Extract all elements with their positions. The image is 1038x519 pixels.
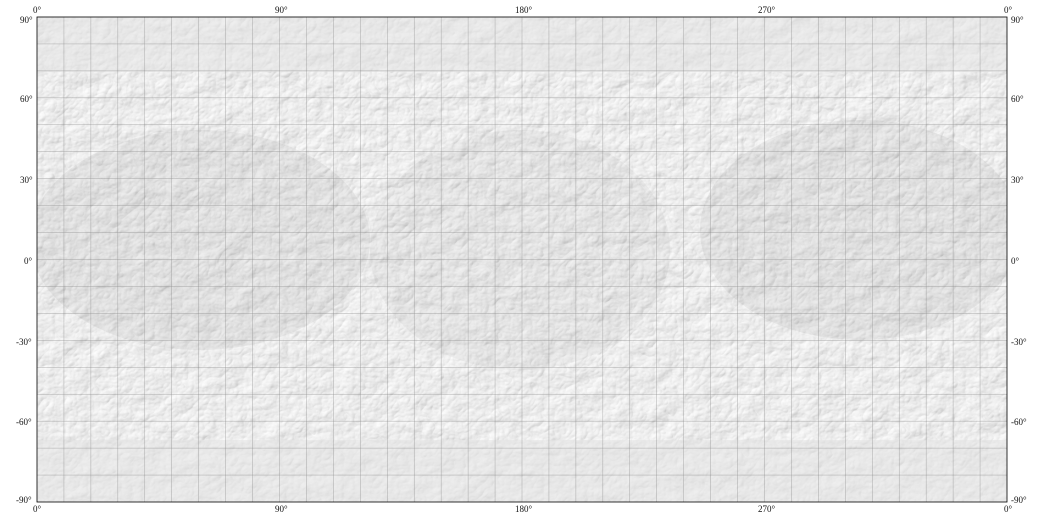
lon-label-top-270: 270°: [758, 5, 776, 15]
lat-label-right-neg90: -90°: [1011, 495, 1027, 505]
lon-label-bottom-360: 0°: [1004, 504, 1013, 514]
lon-label-bottom-0: 0°: [33, 504, 42, 514]
latitude-labels-right: 90° 60° 30° 0° -30° -60° -90°: [1011, 15, 1027, 505]
lat-label-right-0: 0°: [1011, 256, 1020, 266]
graticule: [37, 17, 1007, 502]
longitude-labels-bottom: 0° 90° 180° 270° 0°: [33, 504, 1013, 514]
lat-label-right-neg30: -30°: [1011, 337, 1027, 347]
longitude-labels-top: 0° 90° 180° 270° 0°: [33, 5, 1013, 15]
lon-label-top-0: 0°: [33, 5, 42, 15]
lat-label-right-neg60: -60°: [1011, 417, 1027, 427]
terrain-layer: [37, 17, 1007, 502]
lat-label-left-neg30: -30°: [16, 337, 32, 347]
rough-region-west: [37, 130, 370, 350]
lat-label-right-30: 30°: [1011, 175, 1024, 185]
lat-label-left-neg60: -60°: [16, 417, 32, 427]
lon-label-bottom-180: 180°: [515, 504, 533, 514]
rough-region-center: [370, 130, 670, 370]
lat-label-left-neg90: -90°: [16, 495, 32, 505]
lon-label-bottom-270: 270°: [758, 504, 776, 514]
lon-label-top-180: 180°: [515, 5, 533, 15]
lat-label-left-0: 0°: [24, 256, 33, 266]
map-frame: [36, 16, 1008, 503]
lat-label-left-90: 90°: [20, 15, 33, 25]
lat-label-right-60: 60°: [1011, 94, 1024, 104]
lat-label-left-30: 30°: [20, 175, 33, 185]
latitude-labels-left: 90° 60° 30° 0° -30° -60° -90°: [16, 15, 33, 505]
lon-label-top-90: 90°: [275, 5, 288, 15]
lat-label-right-90: 90°: [1011, 15, 1024, 25]
lat-label-left-60: 60°: [20, 94, 33, 104]
lon-label-top-360: 0°: [1004, 5, 1013, 15]
lon-label-bottom-90: 90°: [275, 504, 288, 514]
rough-region-east: [700, 120, 1007, 340]
